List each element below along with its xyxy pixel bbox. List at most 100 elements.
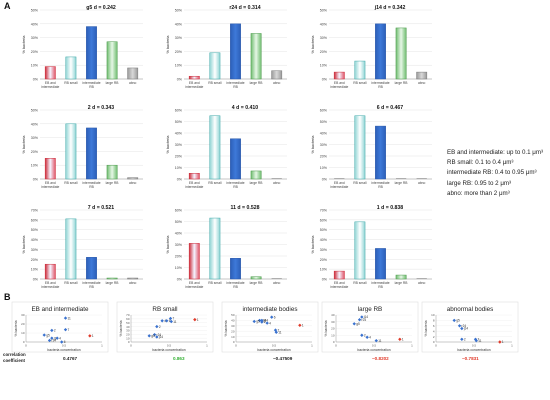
bar-4: [127, 177, 139, 180]
scatter-title: intermediate bodies: [243, 306, 298, 313]
y-tick-label: 10%: [320, 166, 328, 170]
x-tick-label: intermediate: [330, 285, 348, 289]
x-tick-label: abno: [273, 281, 281, 285]
y-tick-label: 30%: [320, 143, 328, 147]
x-tick-label: intermediate: [226, 81, 244, 85]
bar-2: [230, 23, 241, 80]
y-tick-label: 40%: [31, 238, 39, 242]
bar-chart-8: 0% 10% 20% 30% 40% 50% 60% 70% 1 d = 0.838 % bact…: [311, 205, 432, 289]
scatter-x-tick: 0.5: [472, 344, 477, 348]
legend-line-large: large RB: 0.95 to 2 μm³: [447, 179, 512, 187]
y-tick-label: 50%: [31, 109, 39, 113]
scatter-y-tick: 10: [231, 335, 235, 339]
bar-chart-6: 0% 10% 20% 30% 40% 50% 60% 70% 7 d = 0.521 % bact…: [22, 205, 143, 289]
scatter-point-label: 2: [464, 338, 466, 342]
scatter-point-label: g5: [456, 319, 460, 323]
scatter-x-label: bacteria concentration: [457, 348, 490, 352]
scatter-point-4: [160, 319, 164, 323]
scatter-y-tick: 0: [128, 340, 130, 344]
legend-line-rb-small: RB small: 0.1 to 0.4 μm³: [447, 159, 514, 167]
y-tick-label: 50%: [31, 9, 39, 13]
y-tick-label: 30%: [31, 36, 39, 40]
scatter-point-7: [63, 327, 68, 332]
y-tick-label: 60%: [31, 218, 39, 222]
scatter-frame: [421, 301, 519, 353]
y-tick-label: 40%: [31, 122, 39, 126]
scatter-y-tick: 0: [333, 340, 335, 344]
bar-0: [333, 71, 345, 80]
bar-2: [375, 248, 386, 280]
scatter-x-tick: 0.5: [167, 344, 172, 348]
scatter-y-tick: 50: [126, 321, 130, 325]
bar-1: [354, 60, 366, 80]
scatter-frame: [116, 301, 214, 353]
scatter-x-label: bacteria concentration: [47, 348, 80, 352]
y-axis-label: % bacteria: [311, 135, 315, 154]
y-tick-label: 20%: [175, 50, 183, 54]
x-tick-label: EB and: [45, 181, 56, 185]
bar-2: [230, 138, 241, 180]
scatter-y-tick: 40: [126, 325, 130, 329]
x-tick-label: intermediate: [185, 185, 203, 189]
bar-1: [209, 217, 221, 280]
x-tick-label: abno: [129, 181, 137, 185]
scatter-point-label: 1: [197, 318, 199, 322]
scatter-point-label: 4: [369, 335, 371, 339]
scatter-point-label: 6: [64, 340, 66, 344]
x-tick-label: large RB: [395, 81, 409, 85]
scatter-point-label: 2: [364, 333, 366, 337]
y-tick-label: 20%: [31, 50, 39, 54]
y-axis-label: % bacteria: [166, 135, 170, 154]
x-tick-label: EB and: [334, 81, 345, 85]
scatter-x-label: bacteria concentration: [152, 348, 185, 352]
x-tick-label: large RB: [250, 181, 264, 185]
correlation-value-large: −0.8202: [372, 356, 389, 361]
scatter-point-2: [50, 328, 54, 333]
x-tick-label: intermediate: [82, 81, 100, 85]
bar-0: [44, 66, 56, 80]
scatter-x-tick: 0: [435, 344, 437, 348]
x-tick-label: intermediate: [226, 281, 244, 285]
scatter-chart-3: large RB 0 10 20 30 40 0 0.5 1 bacteria concentra…: [321, 301, 419, 353]
x-tick-label: RB small: [353, 181, 366, 185]
y-tick-label: 30%: [175, 36, 183, 40]
y-tick-label: 0%: [33, 278, 39, 282]
correlation-value-abnormal: −0.7831: [462, 356, 479, 361]
scatter-point-label: 6: [274, 315, 276, 319]
y-tick-label: 30%: [31, 136, 39, 140]
scatter-point-label: 4: [269, 321, 271, 325]
y-tick-label: 20%: [31, 150, 39, 154]
scatter-point-r24: [47, 338, 52, 343]
y-tick-label: 60%: [175, 209, 183, 213]
scatter-point-j14: [155, 335, 159, 339]
scatter-point-label: 4: [59, 336, 61, 340]
y-axis-label: % bacteria: [166, 35, 170, 54]
bar-2: [375, 23, 386, 80]
scatter-point-label: g5: [151, 334, 155, 338]
y-axis-label: % bacteria: [311, 35, 315, 54]
scatter-point-label: 7: [478, 338, 480, 342]
y-axis-label: % bacteria: [22, 235, 26, 254]
scatter-point-label: 4: [164, 319, 166, 323]
bar-0: [188, 243, 200, 280]
scatter-point-r24: [152, 332, 157, 337]
bar-chart-title: 11 d = 0.528: [231, 205, 260, 211]
x-tick-label: intermediate: [82, 281, 100, 285]
bar-3: [250, 33, 262, 80]
x-tick-label: intermediate: [185, 85, 203, 89]
bar-1: [354, 115, 366, 180]
bar-chart-title: 1 d = 0.838: [377, 205, 404, 211]
bar-chart-title: r24 d = 0.314: [229, 5, 260, 11]
x-tick-label: large RB: [106, 281, 120, 285]
x-tick-label: EB and: [334, 281, 345, 285]
scatter-point-label: j14: [53, 336, 58, 340]
scatter-point-6: [60, 340, 64, 344]
x-tick-label: intermediate: [330, 85, 348, 89]
scatter-point-label: g5: [256, 320, 260, 324]
x-tick-label: abno: [273, 181, 281, 185]
scatter-point-label: 1: [302, 323, 304, 327]
scatter-title: RB small: [152, 306, 177, 313]
y-tick-label: 30%: [175, 243, 183, 247]
scatter-point-7: [168, 316, 173, 321]
